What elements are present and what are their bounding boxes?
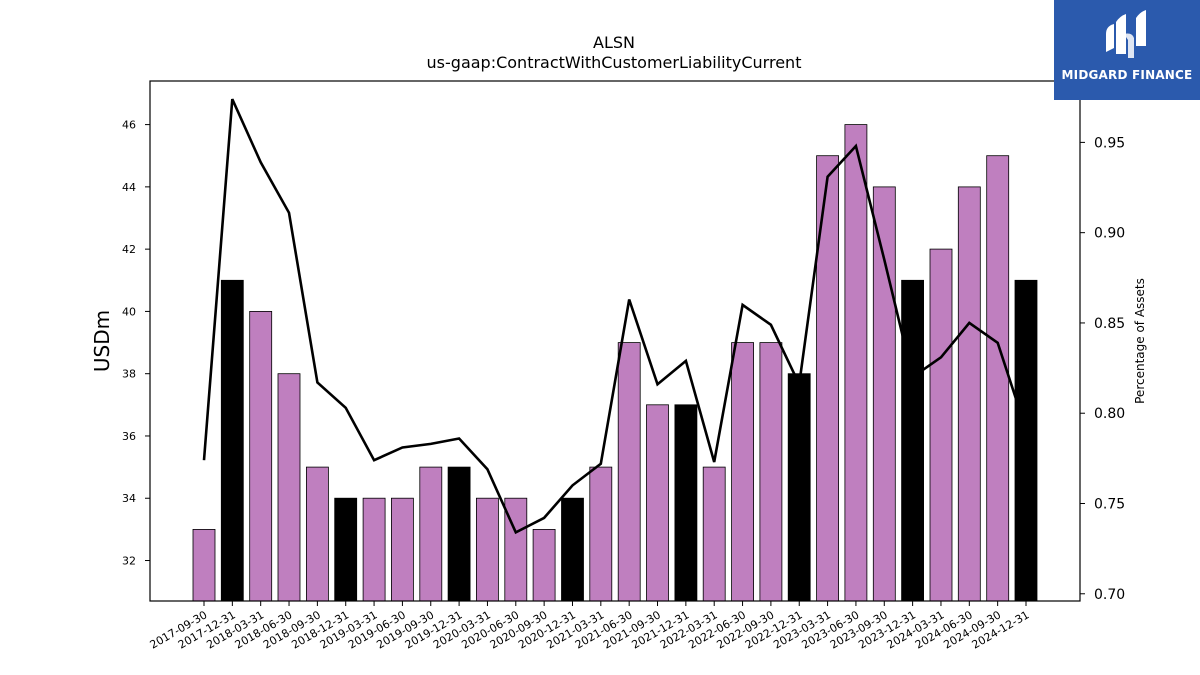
- bar: [192, 529, 216, 602]
- bar: [305, 466, 329, 602]
- y-tick-label: 38: [122, 368, 136, 381]
- bar: [929, 248, 953, 602]
- plot-frame: [149, 80, 1081, 602]
- bar: [787, 373, 811, 602]
- brand-logo: MIDGARD FINANCE: [1054, 0, 1200, 100]
- bar: [957, 186, 981, 602]
- y2-tick-label: 0.85: [1094, 316, 1125, 332]
- line-series-path: [202, 98, 1028, 535]
- y2-tick-label: 0.95: [1094, 135, 1125, 151]
- bar: [872, 186, 896, 602]
- bar: [589, 466, 613, 602]
- bar: [1014, 279, 1038, 602]
- bar: [986, 155, 1010, 602]
- bar: [334, 497, 358, 602]
- midgard-logo-icon: [1106, 10, 1146, 58]
- y2-tick-label: 0.80: [1094, 406, 1125, 422]
- x-axis: 2017-09-302017-12-312018-03-312018-06-30…: [148, 601, 1032, 652]
- bar: [220, 279, 244, 602]
- bar: [419, 466, 443, 602]
- bar: [674, 404, 698, 602]
- line-series: [202, 98, 1028, 535]
- bar: [901, 279, 924, 602]
- bar: [447, 466, 471, 602]
- bar: [844, 124, 868, 602]
- y-axis-left: 32 34 36 38 40 42 44 46: [122, 119, 150, 568]
- bar: [390, 497, 414, 602]
- y-axis-right: 0.70 0.75 0.80 0.85 0.90 0.95: [1080, 135, 1125, 603]
- bar: [646, 404, 669, 602]
- bar: [249, 310, 273, 602]
- bar: [277, 373, 301, 602]
- y-tick-label: 46: [122, 119, 136, 132]
- bar: [816, 155, 839, 602]
- bar: [731, 342, 754, 602]
- y-axis-label: USDm: [90, 310, 114, 372]
- y2-tick-label: 0.90: [1094, 226, 1125, 242]
- y-tick-label: 32: [122, 555, 136, 568]
- y2-tick-label: 0.70: [1094, 587, 1125, 603]
- chart-title: ALSN: [593, 33, 635, 52]
- y-tick-label: 36: [122, 430, 136, 443]
- brand-logo-text: MIDGARD FINANCE: [1061, 68, 1193, 82]
- bar: [532, 529, 556, 602]
- bar: [475, 497, 499, 602]
- bar: [702, 466, 726, 602]
- bar: [759, 342, 783, 602]
- chart-subtitle: us-gaap:ContractWithCustomerLiabilityCur…: [427, 53, 802, 72]
- bar-series: [192, 124, 1038, 602]
- y-tick-label: 44: [122, 181, 136, 194]
- y-tick-label: 34: [122, 492, 136, 505]
- y2-axis-label: Percentage of Assets: [1133, 278, 1147, 404]
- y-tick-label: 42: [122, 243, 136, 256]
- y-tick-label: 40: [122, 305, 136, 318]
- y2-tick-label: 0.75: [1094, 497, 1125, 513]
- bar: [362, 497, 386, 602]
- bar: [561, 497, 584, 602]
- bar: [617, 342, 641, 602]
